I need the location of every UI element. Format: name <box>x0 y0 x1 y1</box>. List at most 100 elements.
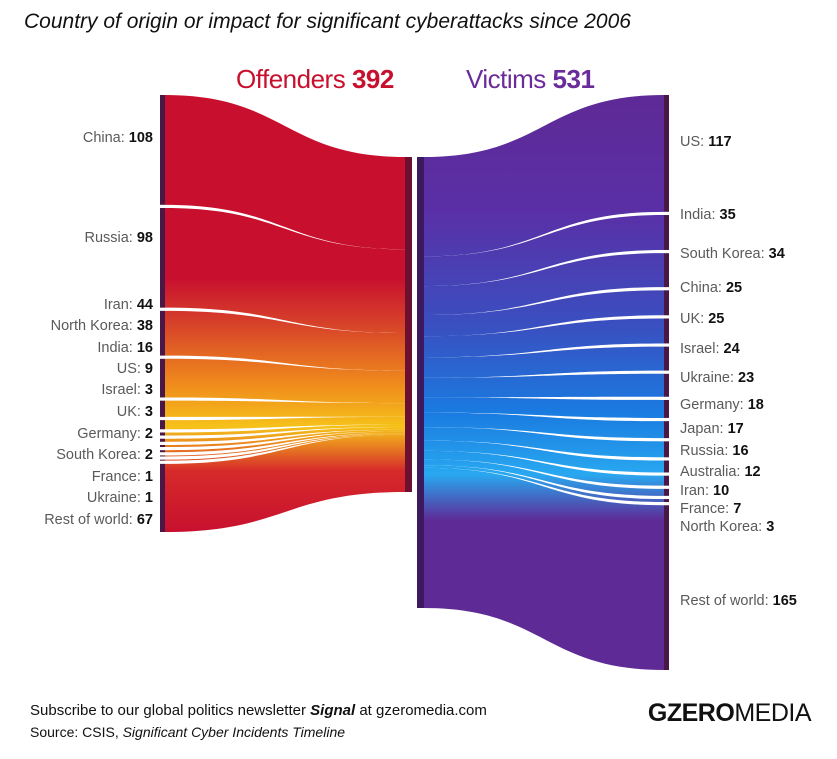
offender-node-iran <box>160 310 165 356</box>
offender-flow-germany <box>165 429 405 448</box>
victim-label-china: China: 25 <box>680 280 742 296</box>
offender-label-name: Germany: <box>77 426 145 442</box>
victim-flow-north-korea <box>424 465 664 503</box>
victim-flow-china <box>424 290 664 337</box>
victim-label-name: India: <box>680 207 720 223</box>
offender-flow-south-korea <box>165 431 405 453</box>
victim-flow-us <box>424 95 664 257</box>
victim-label-name: UK: <box>680 311 708 327</box>
victim-node-russia <box>664 441 669 458</box>
offender-flow-north-korea <box>165 358 405 404</box>
offender-node-us <box>160 420 165 430</box>
offender-flow-russia <box>165 208 405 334</box>
victim-label-iran: Iran: 10 <box>680 483 729 499</box>
victim-label-value: 34 <box>769 246 785 262</box>
victim-node-us <box>664 95 669 212</box>
victim-label-australia: Australia: 12 <box>680 464 761 480</box>
offender-flow-us <box>165 416 405 430</box>
victim-node-iran <box>664 475 669 486</box>
victim-label-value: 24 <box>724 341 740 357</box>
victim-label-uk: UK: 25 <box>680 311 724 327</box>
victim-label-name: Japan: <box>680 421 728 437</box>
offender-flow-ukraine <box>165 433 405 461</box>
victim-node-south-korea <box>664 253 669 288</box>
victim-label-value: 35 <box>720 207 736 223</box>
victim-label-name: France: <box>680 501 733 517</box>
offender-label-name: North Korea: <box>51 318 137 334</box>
footer-source: Source: CSIS, Significant Cyber Incident… <box>30 724 345 740</box>
victim-label-value: 17 <box>728 421 744 437</box>
offenders-total-node <box>405 157 412 492</box>
footer-source-title: Significant Cyber Incidents Timeline <box>122 724 346 740</box>
logo-bold: GZERO <box>647 699 735 727</box>
victim-label-name: North Korea: <box>680 519 766 535</box>
victim-label-value: 25 <box>708 311 724 327</box>
offender-node-israel <box>160 432 165 436</box>
victim-label-israel: Israel: 24 <box>680 341 740 357</box>
offender-label-name: Iran: <box>104 297 137 313</box>
victim-node-north-korea <box>664 499 669 503</box>
victim-node-israel <box>664 346 669 371</box>
offender-label-value: 44 <box>137 297 153 313</box>
offender-label-name: US: <box>117 361 145 377</box>
offender-label-iran: Iran: 44 <box>104 297 153 313</box>
offender-label-ukraine: Ukraine: 1 <box>87 490 153 506</box>
victim-node-india <box>664 215 669 250</box>
offender-label-value: 2 <box>145 426 153 442</box>
offender-label-value: 108 <box>129 130 153 146</box>
victim-label-value: 25 <box>726 280 742 296</box>
offender-label-value: 1 <box>145 469 153 485</box>
victim-flow-israel <box>424 346 664 378</box>
victim-label-germany: Germany: 18 <box>680 397 764 413</box>
victim-node-france <box>664 488 669 496</box>
offender-node-germany <box>160 444 165 448</box>
victim-label-name: Rest of world: <box>680 593 773 609</box>
offender-label-value: 1 <box>145 490 153 506</box>
offender-label-name: Israel: <box>101 382 145 398</box>
victim-label-name: China: <box>680 280 726 296</box>
offender-node-rest-of-world <box>160 463 165 532</box>
offender-node-uk <box>160 438 165 442</box>
offender-label-germany: Germany: 2 <box>77 426 153 442</box>
gzero-logo: GZEROMEDIA <box>647 699 812 728</box>
offender-label-name: Russia: <box>84 230 136 246</box>
offender-label-rest-of-world: Rest of world: 67 <box>44 512 153 528</box>
victim-label-name: Ukraine: <box>680 370 738 386</box>
victims-header: Victims 531 <box>466 64 595 95</box>
victim-flow-south-korea <box>424 253 664 315</box>
victim-label-name: Germany: <box>680 397 748 413</box>
offender-node-china <box>160 95 165 205</box>
victim-flow-uk <box>424 318 664 358</box>
victim-flow-japan <box>424 412 664 439</box>
victim-flow-germany <box>424 397 664 418</box>
victim-node-china <box>664 290 669 316</box>
victims-label: Victims <box>466 64 546 94</box>
victim-label-name: Israel: <box>680 341 724 357</box>
footer-subscribe-suffix: at gzeromedia.com <box>355 702 487 719</box>
offender-label-value: 3 <box>145 382 153 398</box>
victim-label-value: 7 <box>733 501 741 517</box>
victim-flow-russia <box>424 427 664 458</box>
victim-label-name: Australia: <box>680 464 744 480</box>
logo-regular: MEDIA <box>734 699 811 727</box>
offender-label-russia: Russia: 98 <box>84 230 153 246</box>
offender-node-south-korea <box>160 450 165 453</box>
offender-label-israel: Israel: 3 <box>101 382 153 398</box>
offender-flow-rest-of-world <box>165 434 405 532</box>
offender-label-name: Rest of world: <box>44 512 137 528</box>
victim-flow-iran <box>424 450 664 486</box>
victim-flows <box>424 95 664 670</box>
victim-label-india: India: 35 <box>680 207 736 223</box>
offender-flow-uk <box>165 427 405 442</box>
victim-node-germany <box>664 399 669 418</box>
offender-label-name: South Korea: <box>56 447 145 463</box>
offender-label-value: 98 <box>137 230 153 246</box>
offender-label-value: 3 <box>145 404 153 420</box>
offender-node-russia <box>160 208 165 308</box>
victim-node-japan <box>664 421 669 439</box>
victim-node-uk <box>664 318 669 344</box>
victim-label-france: France: 7 <box>680 501 741 517</box>
victim-node-australia <box>664 460 669 473</box>
